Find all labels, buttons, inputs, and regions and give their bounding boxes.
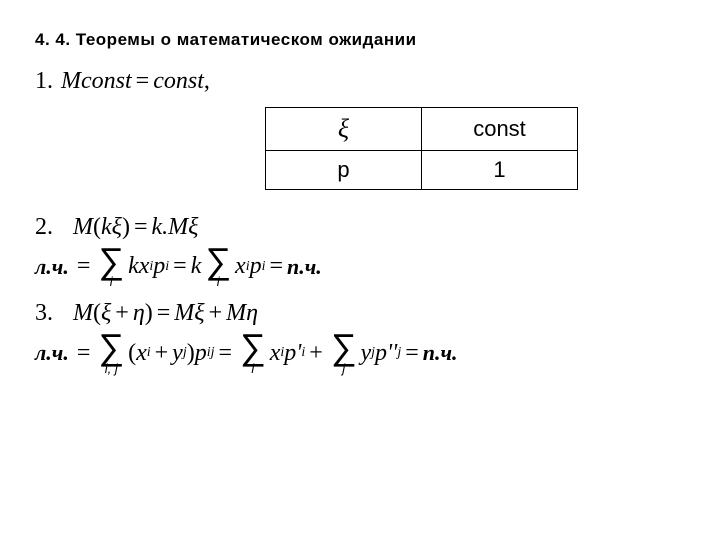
distribution-table: ξ const p 1 <box>265 107 685 190</box>
theorem-2: 2. M(kξ) = k.Mξ л.ч. = ∑ i kxi pi = k ∑ … <box>35 214 685 288</box>
right-side-label: п.ч. <box>423 340 458 366</box>
sum-icon: ∑ i, j <box>98 331 124 374</box>
item-number: 3. <box>35 300 53 327</box>
section-title: 4. 4. Теоремы о математическом ожидании <box>35 30 685 50</box>
left-side-label: л.ч. <box>35 340 69 366</box>
table-row: p 1 <box>266 151 578 190</box>
table-row: ξ const <box>266 108 578 151</box>
cell-xi: ξ <box>266 108 422 151</box>
theorem-2-equation: 2. M(kξ) = k.Mξ <box>35 214 685 241</box>
theorem-3-equation: 3. M(ξ + η) = Mξ + Mη <box>35 300 685 327</box>
sum-icon: ∑ i <box>98 245 124 288</box>
theorem-1: 1. Mconst = const, <box>35 68 685 95</box>
theorem-2-proof: л.ч. = ∑ i kxi pi = k ∑ i xi pi = п.ч. <box>35 245 685 288</box>
theorem-3-proof: л.ч. = ∑ i, j (xi + yj) pij = ∑ i xi p'i… <box>35 331 685 374</box>
left-side-label: л.ч. <box>35 254 69 280</box>
table: ξ const p 1 <box>265 107 578 190</box>
equation-text: Mconst = const, <box>61 68 210 95</box>
sum-icon: ∑ j <box>331 331 357 374</box>
item-number: 2. <box>35 214 53 241</box>
right-side-label: п.ч. <box>287 254 322 280</box>
cell-const: const <box>422 108 578 151</box>
sum-icon: ∑ i <box>205 245 231 288</box>
sum-icon: ∑ i <box>240 331 266 374</box>
cell-one: 1 <box>422 151 578 190</box>
item-number: 1. <box>35 68 53 95</box>
cell-p: p <box>266 151 422 190</box>
theorem-1-equation: 1. Mconst = const, <box>35 68 685 95</box>
theorem-3: 3. M(ξ + η) = Mξ + Mη л.ч. = ∑ i, j (xi … <box>35 300 685 374</box>
